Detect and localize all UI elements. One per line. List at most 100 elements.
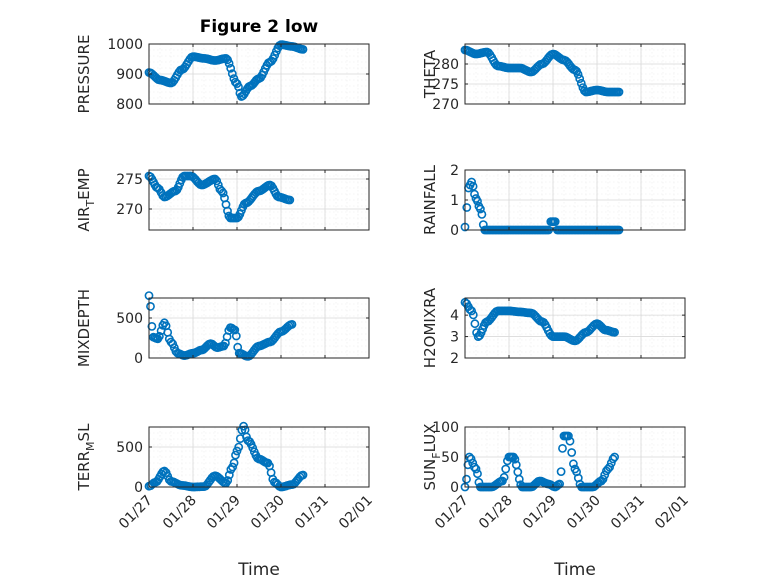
data-point [231,331,241,341]
data-point [614,87,624,97]
data-point [468,181,478,191]
data-point [228,462,237,472]
x-tick-label: 01/31 [292,493,332,533]
subplot-5: 0 500 MIXDEPTH [75,289,370,367]
data-point [230,325,240,335]
y-tick-label: 900 [116,67,143,83]
y-tick-label: 1000 [107,37,143,53]
subplot-3: 270 275 AIRTEMP [75,168,370,232]
data-point [466,454,476,464]
data-point [212,176,222,186]
data-point [473,196,482,206]
data-point [556,467,566,476]
data-point [573,70,583,79]
data-point [234,442,244,452]
y-axis-label: SUNFLUX [421,424,443,491]
subplot-6: 2 3 4 H2OMIXRA [421,287,686,368]
data-point [558,443,567,453]
data-point [470,189,479,199]
data-point [223,476,233,485]
data-point [468,310,478,320]
subplot-1: 800 900 1000 PRESSURE Figure 2 low [75,17,370,113]
y-tick-label: 3 [450,330,459,346]
data-point [462,203,472,212]
data-point [567,448,577,457]
data-point [471,464,481,474]
y-axis-label: RAINFALL [421,164,439,235]
data-point [610,452,619,462]
data-point [224,59,234,68]
y-axis-label: MIXDEPTH [75,289,93,367]
data-point [576,78,586,88]
x-tick-label: 01/29 [204,493,244,533]
y-tick-label: 2 [450,163,459,179]
data-point [598,474,608,484]
axes-frame [148,297,370,359]
y-tick-label: 275 [432,77,459,93]
x-tick-label: 01/30 [564,493,604,533]
data-point [226,63,236,73]
data-point [510,454,520,464]
data-point [575,74,585,84]
axes-frame [464,43,686,105]
data-point [473,469,482,479]
y-tick-label: 50 [441,450,459,466]
x-axis-label: Time [553,560,596,580]
data-point [565,436,575,446]
y-tick-label: 270 [116,202,143,218]
y-tick-label: 280 [432,57,459,73]
data-point [154,331,164,341]
axes-frame [148,426,370,488]
y-tick-label: 800 [116,97,143,113]
data-point [218,188,228,198]
subplot-7: 0 500 TERRMSL 01/27 01/28 01/29 01/30 01/31 02/0… [75,421,376,580]
x-tick-label: 02/01 [652,493,692,533]
data-point [605,462,614,472]
data-point [146,301,155,311]
data-point [285,195,295,205]
data-point [298,470,308,480]
y-tick-label: 270 [432,97,459,113]
y-tick-label: 0 [450,480,459,496]
y-tick-label: 0 [134,480,143,496]
data-point [224,470,234,480]
axes-frame [464,297,686,359]
y-tick-label: 2 [450,351,459,367]
data-point [477,209,487,219]
data-point [231,450,240,460]
x-tick-label: 01/27 [116,493,156,533]
data-point [147,321,157,331]
y-tick-label: 275 [116,172,143,188]
y-tick-label: 4 [450,308,459,324]
y-axis-label: TERRMSL [75,423,97,492]
data-point [564,431,573,441]
chart-title: Figure 2 low [200,17,319,37]
data-point [287,319,297,329]
data-point [467,306,476,316]
data-point [248,443,258,453]
x-tick-label: 01/28 [160,493,200,533]
data-point [223,206,232,216]
x-tick-label: 01/29 [520,493,560,533]
x-tick-label: 01/31 [608,493,648,533]
data-point [227,69,237,79]
data-point [462,474,471,484]
y-tick-label: 500 [116,311,143,327]
data-point [550,217,560,226]
data-point [475,204,485,214]
data-point [569,459,578,469]
data-point [610,327,619,337]
data-point [501,464,511,474]
y-axis-label: H2OMIXRA [421,287,439,368]
data-point [470,319,480,329]
x-tick-label: 02/01 [336,493,376,533]
axes-frame [148,169,370,231]
data-point [217,186,226,196]
y-tick-label: 500 [116,440,143,456]
y-axis-label: THETA [421,49,439,99]
y-tick-label: 0 [134,351,143,367]
x-tick-label: 01/27 [432,493,472,533]
y-tick-label: 1 [450,193,459,209]
